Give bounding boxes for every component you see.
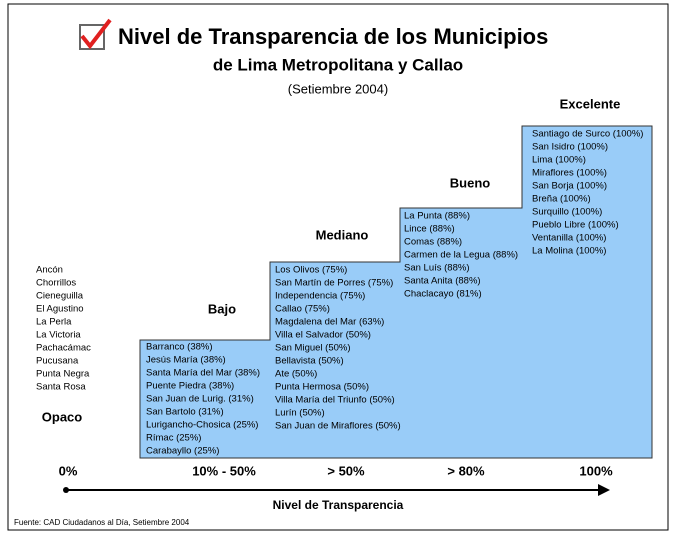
municipality: Jesús María (38%) <box>146 355 226 366</box>
municipality: Santa María del Mar (38%) <box>146 368 260 379</box>
municipality: Barranco (38%) <box>146 342 213 353</box>
municipality: La Punta (88%) <box>404 211 470 222</box>
municipality: La Perla <box>36 317 72 328</box>
level-range: 0% <box>59 463 78 478</box>
municipality: Chaclacayo (81%) <box>404 289 482 300</box>
municipality: Callao (75%) <box>275 304 330 315</box>
municipality: Santa Rosa <box>36 382 86 393</box>
title: Nivel de Transparencia de los Municipios <box>118 24 548 49</box>
municipality: Lima (100%) <box>532 155 586 166</box>
municipality: San Miguel (50%) <box>275 343 351 354</box>
arrowhead <box>598 484 610 496</box>
municipality: Chorrillos <box>36 278 76 289</box>
level-name: Bueno <box>450 175 491 190</box>
municipality: Punta Hermosa (50%) <box>275 382 369 393</box>
municipality: Santa Anita (88%) <box>404 276 481 287</box>
level-name: Excelente <box>560 96 621 111</box>
municipality: El Agustino <box>36 304 84 315</box>
axis-title: Nivel de Transparencia <box>273 498 404 512</box>
municipality: Pachacámac <box>36 343 91 354</box>
municipality: Pucusana <box>36 356 79 367</box>
municipality: Ate (50%) <box>275 369 317 380</box>
municipality: Cieneguilla <box>36 291 84 302</box>
municipality: Los Olivos (75%) <box>275 265 347 276</box>
municipality: Bellavista (50%) <box>275 356 344 367</box>
municipality: Miraflores (100%) <box>532 168 607 179</box>
municipality: Pueblo Libre (100%) <box>532 220 619 231</box>
municipality: Breña (100%) <box>532 194 591 205</box>
municipality: San Juan de Miraflores (50%) <box>275 421 401 432</box>
municipality: Villa María del Triunfo (50%) <box>275 395 395 406</box>
municipality: La Victoria <box>36 330 81 341</box>
level-range: 10% - 50% <box>192 463 256 478</box>
municipality: San Isidro (100%) <box>532 142 608 153</box>
municipality: Lince (88%) <box>404 224 455 235</box>
municipality: La Molina (100%) <box>532 246 606 257</box>
source: Fuente: CAD Ciudadanos al Día, Setiembre… <box>14 518 190 527</box>
date: (Setiembre 2004) <box>288 81 388 96</box>
municipality: Comas (88%) <box>404 237 462 248</box>
municipality: Magdalena del Mar (63%) <box>275 317 384 328</box>
municipality: Independencia (75%) <box>275 291 365 302</box>
level-name: Opaco <box>42 409 83 424</box>
municipality: Villa el Salvador (50%) <box>275 330 371 341</box>
municipality: Ventanilla (100%) <box>532 233 606 244</box>
municipality: Punta Negra <box>36 369 90 380</box>
level-name: Bajo <box>208 301 236 316</box>
level-range: 100% <box>579 463 613 478</box>
level-name: Mediano <box>316 227 369 242</box>
axis-dot <box>63 487 69 493</box>
municipality: San Bartolo (31%) <box>146 407 224 418</box>
municipality: San Borja (100%) <box>532 181 607 192</box>
municipality: Rímac (25%) <box>146 433 201 444</box>
municipality: Lurín (50%) <box>275 408 325 419</box>
subtitle: de Lima Metropolitana y Callao <box>213 55 463 74</box>
municipality: Santiago de Surco (100%) <box>532 129 643 140</box>
municipality: Surquillo (100%) <box>532 207 602 218</box>
municipality: Carmen de la Legua (88%) <box>404 250 518 261</box>
staircase <box>139 125 653 459</box>
municipality: Ancón <box>36 265 63 276</box>
municipality: Lurigancho-Chosica (25%) <box>146 420 258 431</box>
municipality: San Martín de Porres (75%) <box>275 278 393 289</box>
level-range: > 80% <box>447 463 485 478</box>
municipality: San Juan de Lurig. (31%) <box>146 394 254 405</box>
municipality: Puente Piedra (38%) <box>146 381 234 392</box>
level-range: > 50% <box>327 463 365 478</box>
check-icon <box>79 18 112 50</box>
municipality: San Luís (88%) <box>404 263 469 274</box>
municipality: Carabayllo (25%) <box>146 446 219 457</box>
